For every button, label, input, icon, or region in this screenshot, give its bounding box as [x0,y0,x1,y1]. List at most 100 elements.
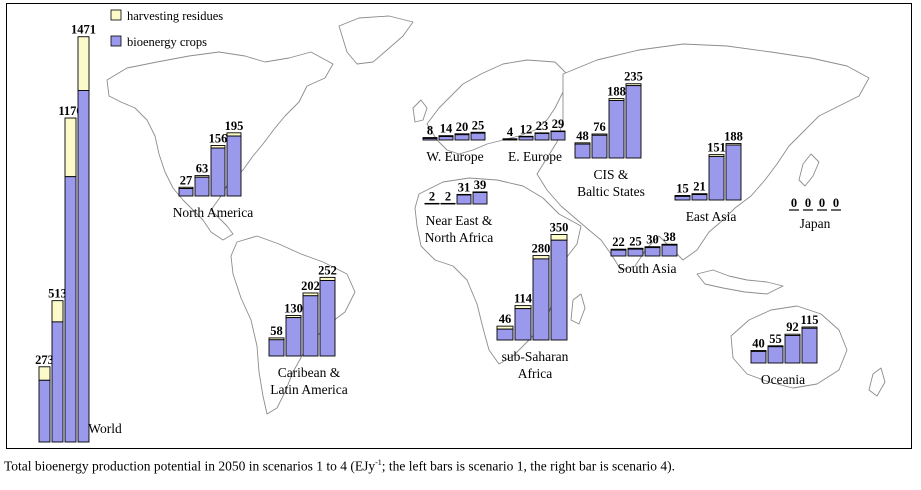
region-label-south-asia: South Asia [618,261,677,276]
bioenergy-map-chart: harvesting residues bioenergy crops 273 51… [35,9,886,443]
value-label-near-east-north-africa-s3: 31 [458,180,471,194]
indonesia-landmass [696,269,784,295]
bar-crops-north-america-s1 [178,188,194,197]
value-label-cis-baltic-states-s1: 48 [576,129,589,143]
region-label-caribean-latin-america-line2: Latin America [270,382,348,397]
uk-landmass [412,99,428,123]
value-label-w-europe-s1: 8 [427,124,433,138]
value-label-japan-s4: 0 [833,196,839,210]
bar-crops-near-east-north-africa-s4 [472,192,488,205]
value-label-sub-saharan-africa-s2: 114 [514,292,533,306]
caption-text: Total bioenergy production potential in … [4,458,376,474]
value-label-north-america-s4: 195 [225,119,244,133]
value-label-east-asia-s1: 15 [676,181,689,195]
bar-crops-north-america-s2 [194,176,210,197]
value-label-world-s2: 513 [48,287,67,301]
region-label-sub-saharan-africa-line1: sub-Saharan [502,349,569,364]
value-label-caribean-latin-america-s1: 58 [270,324,283,338]
bar-residues-sub-saharan-africa-s2 [514,305,532,310]
region-label-near-east-north-africa-line2: North Africa [425,230,494,245]
value-label-south-asia-s3: 30 [646,233,659,247]
region-label-north-america: North America [173,205,254,220]
value-label-oceania-s2: 55 [769,332,782,346]
region-label-cis-baltic-states-line1: CIS & [594,167,629,182]
bar-residues-world-s1 [38,366,51,381]
bar-residues-world-s3 [64,117,77,178]
chart-legend: harvesting residues bioenergy crops [110,9,223,49]
value-label-near-east-north-africa-s1: 2 [429,189,435,203]
bar-crops-east-asia-s2 [691,194,708,201]
value-label-e-europe-s1: 4 [507,125,514,139]
value-label-east-asia-s2: 21 [693,180,706,194]
bar-crops-w-europe-s4 [470,132,486,141]
value-label-japan-s2: 0 [805,196,811,210]
value-label-north-america-s3: 156 [209,131,228,145]
bar-crops-sub-saharan-africa-s4 [550,239,568,341]
value-label-world-s3: 1176 [58,104,82,118]
bar-residues-world-s4 [77,36,90,91]
greenland-landmass [338,15,414,65]
bar-crops-e-europe-s3 [534,133,550,141]
value-label-cis-baltic-states-s2: 76 [593,120,606,134]
caption-superscript: -1 [375,458,382,467]
bar-crops-world-s3 [64,176,77,443]
bar-crops-sub-saharan-africa-s2 [514,308,532,341]
bar-crops-oceania-s4 [801,327,818,364]
value-label-world-s4: 1471 [71,23,96,37]
legend-label-bioenergy-crops: bioenergy crops [127,35,207,49]
value-label-japan-s1: 0 [791,196,797,210]
value-label-e-europe-s4: 29 [552,117,565,131]
value-label-east-asia-s4: 188 [724,130,743,144]
bar-crops-cis-baltic-states-s1 [574,143,591,159]
value-label-sub-saharan-africa-s1: 46 [499,312,512,326]
bar-crops-w-europe-s2 [438,136,454,141]
bar-crops-north-america-s3 [210,147,226,197]
value-label-japan-s3: 0 [819,196,825,210]
value-label-near-east-north-africa-s2: 2 [445,189,451,203]
region-group-world: 273 513 1176 1471 World [35,23,122,443]
value-label-cis-baltic-states-s4: 235 [624,70,643,84]
region-label-oceania: Oceania [761,372,805,387]
caption-rest: ; the left bars is scenario 1, the right… [381,458,675,474]
value-label-world-s1: 273 [35,353,54,367]
value-label-e-europe-s2: 12 [520,122,533,136]
legend-swatch-harvesting-residues [110,9,122,21]
region-label-sub-saharan-africa-line2: Africa [518,366,552,381]
bar-crops-cis-baltic-states-s3 [608,100,625,159]
region-label-e-europe: E. Europe [508,149,562,164]
bar-crops-near-east-north-africa-s3 [456,194,472,205]
bar-crops-caribean-latin-america-s1 [268,339,285,357]
bar-crops-east-asia-s4 [725,144,742,201]
bar-crops-oceania-s3 [784,335,801,364]
europe-landmass [426,59,568,155]
region-label-near-east-north-africa-line1: Near East & [426,213,493,228]
region-group-e-europe: 4 12 23 29 E. Europe [502,117,566,164]
bar-crops-east-asia-s3 [708,155,725,201]
bar-crops-caribean-latin-america-s4 [319,280,336,357]
value-label-sub-saharan-africa-s4: 350 [550,220,569,234]
value-label-north-america-s1: 27 [180,173,193,187]
value-label-caribean-latin-america-s2: 130 [284,301,303,315]
bar-crops-oceania-s1 [750,350,767,364]
bar-crops-cis-baltic-states-s2 [591,134,608,159]
bar-crops-world-s1 [38,379,51,443]
figure-frame: harvesting residues bioenergy crops 273 51… [6,3,912,449]
region-label-caribean-latin-america-line1: Caribean & [278,365,341,380]
region-label-cis-baltic-states-line2: Baltic States [577,184,645,199]
bar-crops-world-s2 [51,321,64,443]
legend-label-harvesting-residues: harvesting residues [127,9,223,23]
value-label-oceania-s4: 115 [800,313,818,327]
bar-crops-oceania-s2 [767,346,784,364]
bar-crops-south-asia-s3 [644,247,661,257]
value-label-oceania-s3: 92 [786,320,799,334]
bar-residues-sub-saharan-africa-s4 [550,234,568,241]
bar-crops-cis-baltic-states-s4 [625,85,642,159]
value-label-w-europe-s4: 25 [472,118,485,132]
